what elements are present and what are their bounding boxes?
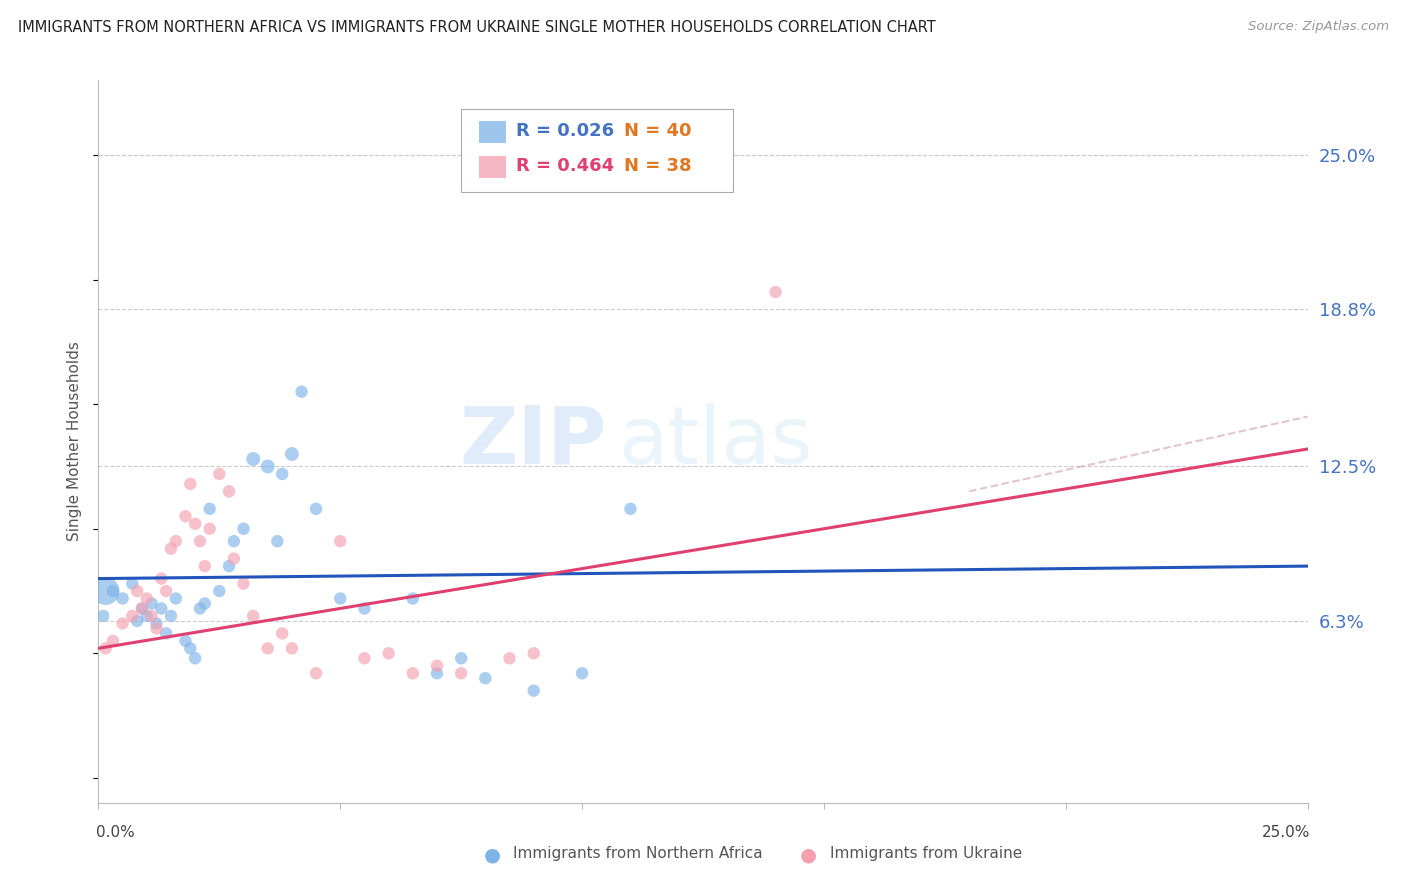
Point [208, 467, 231, 481]
Point [121, 609, 143, 624]
Point [571, 666, 593, 681]
Point [523, 683, 546, 698]
Point [188, 601, 211, 615]
Point [222, 551, 245, 566]
Point [91, 609, 114, 624]
Point [329, 591, 352, 606]
Point [765, 285, 787, 299]
Text: R = 0.464: R = 0.464 [516, 156, 613, 175]
Point [198, 501, 221, 516]
Point [141, 609, 163, 624]
Text: atlas: atlas [619, 402, 813, 481]
Text: IMMIGRANTS FROM NORTHERN AFRICA VS IMMIGRANTS FROM UKRAINE SINGLE MOTHER HOUSEHO: IMMIGRANTS FROM NORTHERN AFRICA VS IMMIG… [18, 20, 936, 35]
Point [179, 641, 201, 656]
Point [165, 534, 187, 549]
Text: Immigrants from Northern Africa: Immigrants from Northern Africa [513, 846, 763, 861]
Point [619, 501, 641, 516]
Bar [479, 156, 506, 178]
Point [232, 522, 254, 536]
Point [111, 591, 134, 606]
Text: 0.0%: 0.0% [96, 825, 135, 840]
Point [150, 601, 173, 615]
Text: 25.0%: 25.0% [1263, 825, 1310, 840]
Point [281, 641, 304, 656]
Point [184, 651, 207, 665]
FancyBboxPatch shape [461, 109, 734, 193]
Text: ●: ● [800, 846, 817, 864]
Point [305, 666, 328, 681]
Point [198, 522, 221, 536]
Point [155, 584, 177, 599]
Point [232, 576, 254, 591]
Point [290, 384, 312, 399]
Point [242, 452, 264, 467]
Point [402, 666, 425, 681]
Point [194, 597, 217, 611]
Point [174, 633, 197, 648]
Point [402, 591, 425, 606]
Point [135, 609, 157, 624]
Point [127, 614, 149, 628]
Point [281, 447, 304, 461]
Text: N = 40: N = 40 [624, 122, 692, 140]
Point [127, 584, 149, 599]
Point [174, 509, 197, 524]
Point [188, 534, 211, 549]
Point [101, 584, 124, 599]
Point [450, 651, 472, 665]
Point [160, 609, 183, 624]
Point [450, 666, 472, 681]
Point [692, 173, 714, 187]
Point [194, 559, 217, 574]
Point [150, 572, 173, 586]
Text: R = 0.026: R = 0.026 [516, 122, 613, 140]
Point [141, 597, 163, 611]
Point [184, 516, 207, 531]
Point [426, 658, 449, 673]
Point [329, 534, 352, 549]
Point [121, 576, 143, 591]
Point [377, 646, 399, 660]
Point [165, 591, 187, 606]
Point [426, 666, 449, 681]
Point [242, 609, 264, 624]
Text: N = 38: N = 38 [624, 156, 692, 175]
Point [145, 621, 167, 635]
Point [145, 616, 167, 631]
Point [101, 633, 124, 648]
Point [218, 559, 240, 574]
Text: ZIP: ZIP [458, 402, 606, 481]
Bar [479, 121, 506, 143]
Point [179, 476, 201, 491]
Point [266, 534, 288, 549]
Point [523, 646, 546, 660]
Point [111, 616, 134, 631]
Text: ●: ● [484, 846, 501, 864]
Point [222, 534, 245, 549]
Point [131, 601, 153, 615]
Point [94, 584, 117, 599]
Point [208, 584, 231, 599]
Point [131, 601, 153, 615]
Point [271, 467, 294, 481]
Point [135, 591, 157, 606]
Point [218, 484, 240, 499]
Point [353, 601, 375, 615]
Text: Source: ZipAtlas.com: Source: ZipAtlas.com [1249, 20, 1389, 33]
Point [474, 671, 496, 685]
Point [353, 651, 375, 665]
Point [155, 626, 177, 640]
Point [94, 641, 117, 656]
Y-axis label: Single Mother Households: Single Mother Households [67, 342, 83, 541]
Point [305, 501, 328, 516]
Point [160, 541, 183, 556]
Text: Immigrants from Ukraine: Immigrants from Ukraine [830, 846, 1022, 861]
Point [256, 641, 278, 656]
Point [498, 651, 520, 665]
Point [271, 626, 294, 640]
Point [256, 459, 278, 474]
